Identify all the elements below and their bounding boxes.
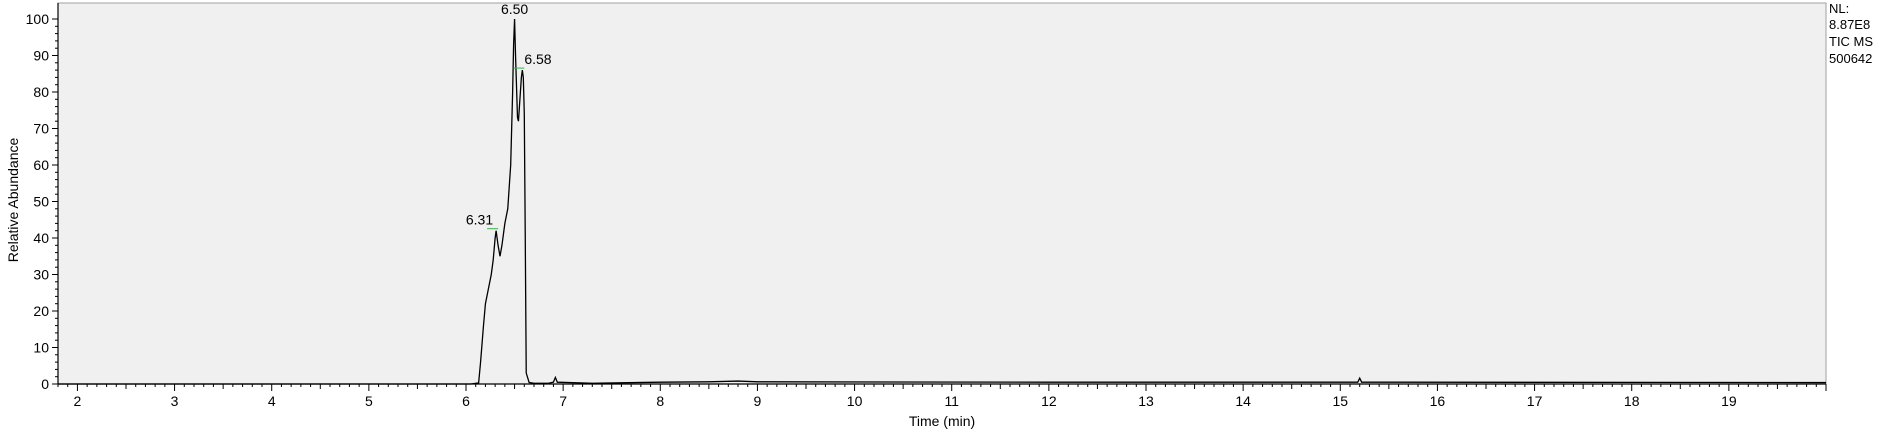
- y-tick-label: 10: [33, 340, 49, 356]
- y-tick-label: 30: [33, 267, 49, 283]
- x-axis-title: Time (min): [909, 413, 975, 429]
- x-tick-label: 14: [1235, 393, 1251, 409]
- x-tick-label: 11: [944, 393, 959, 409]
- y-axis-title: Relative Abundance: [5, 138, 21, 263]
- y-tick-label: 80: [33, 84, 49, 100]
- x-tick-label: 10: [847, 393, 863, 409]
- x-tick-label: 13: [1138, 393, 1154, 409]
- x-tick-label: 5: [365, 393, 373, 409]
- y-tick-label: 40: [33, 230, 49, 246]
- x-tick-label: 4: [268, 393, 276, 409]
- x-tick-label: 12: [1041, 393, 1057, 409]
- y-tick-label: 20: [33, 303, 49, 319]
- plot-area: [57, 2, 1827, 385]
- axis-tick-labels: 2 3 4 5 6 7 8 9 10 11 12 13 14 15 16 17 18 19 0 10 20 30 40 50 6…: [26, 11, 1737, 409]
- tic-trace: [58, 18, 1827, 385]
- peak-annotations: 6.50 6.58 6.31: [466, 1, 552, 230]
- y-tick-label: 50: [33, 194, 49, 210]
- info-scan-type: TIC MS: [1829, 34, 1873, 49]
- y-tick-label: 90: [33, 48, 49, 64]
- y-tick-label: 0: [41, 376, 49, 392]
- x-tick-label: 9: [754, 393, 762, 409]
- x-tick-label: 19: [1721, 393, 1737, 409]
- x-tick-label: 15: [1332, 393, 1348, 409]
- x-tick-label: 8: [656, 393, 664, 409]
- x-tick-label: 3: [171, 393, 179, 409]
- x-tick-label: 16: [1430, 393, 1446, 409]
- x-tick-label: 17: [1527, 393, 1543, 409]
- peak-label: 6.58: [524, 51, 551, 67]
- y-tick-label: 100: [26, 11, 50, 27]
- peak-label: 6.31: [466, 212, 493, 228]
- peak-label: 6.50: [501, 1, 528, 17]
- info-nl-value: 8.87E8: [1829, 17, 1870, 32]
- y-tick-label: 70: [33, 121, 49, 137]
- x-tick-label: 6: [462, 393, 470, 409]
- x-tick-label: 2: [74, 393, 82, 409]
- info-sample-id: 500642: [1829, 51, 1872, 66]
- x-tick-label: 7: [559, 393, 567, 409]
- y-tick-label: 60: [33, 157, 49, 173]
- x-tick-label: 18: [1624, 393, 1640, 409]
- info-nl-label: NL:: [1829, 1, 1849, 16]
